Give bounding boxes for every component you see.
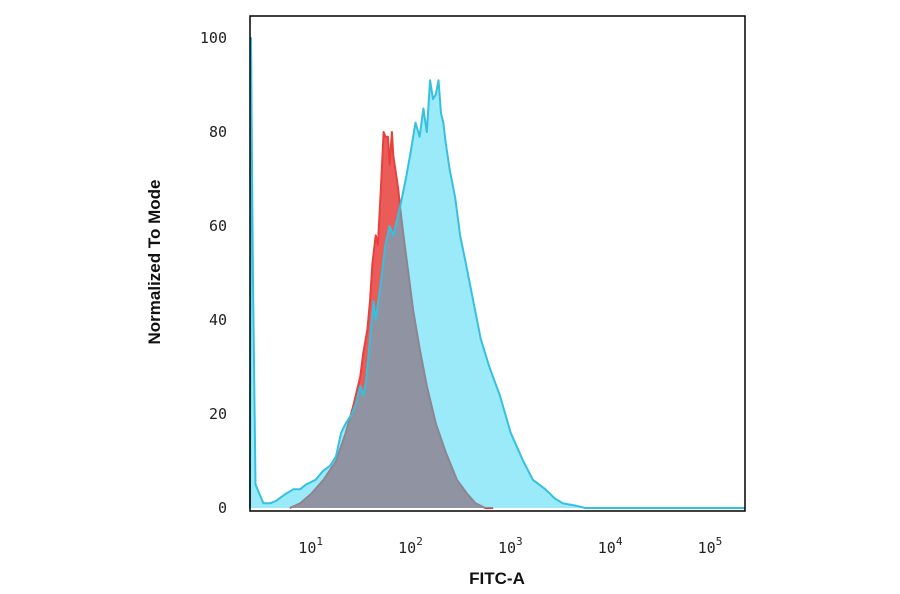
- y-tick-label: 60: [209, 217, 227, 235]
- y-axis-ticks: 0 20 40 60 80 100: [200, 29, 227, 517]
- y-tick-label: 0: [218, 499, 227, 517]
- x-tick-label: 102: [398, 535, 423, 557]
- series-layer: [249, 37, 745, 509]
- x-tick-label: 105: [698, 535, 723, 557]
- x-tick-label: 104: [598, 535, 623, 557]
- x-tick-label: 103: [498, 535, 523, 557]
- series-1-area: [289, 132, 494, 508]
- x-axis-title: FITC-A: [469, 569, 525, 588]
- y-tick-label: 20: [209, 405, 227, 423]
- x-tick-label: 101: [298, 535, 323, 557]
- series-1-line: [289, 131, 494, 509]
- y-tick-label: 80: [209, 123, 227, 141]
- y-tick-label: 100: [200, 29, 227, 47]
- plot-frame: [249, 15, 746, 512]
- y-tick-label: 40: [209, 311, 227, 329]
- y-axis-title: Normalized To Mode: [145, 180, 164, 345]
- series-2-line: [249, 37, 745, 509]
- x-axis-ticks: 101 102 103 104 105: [298, 535, 722, 557]
- series-2-area: [250, 38, 745, 508]
